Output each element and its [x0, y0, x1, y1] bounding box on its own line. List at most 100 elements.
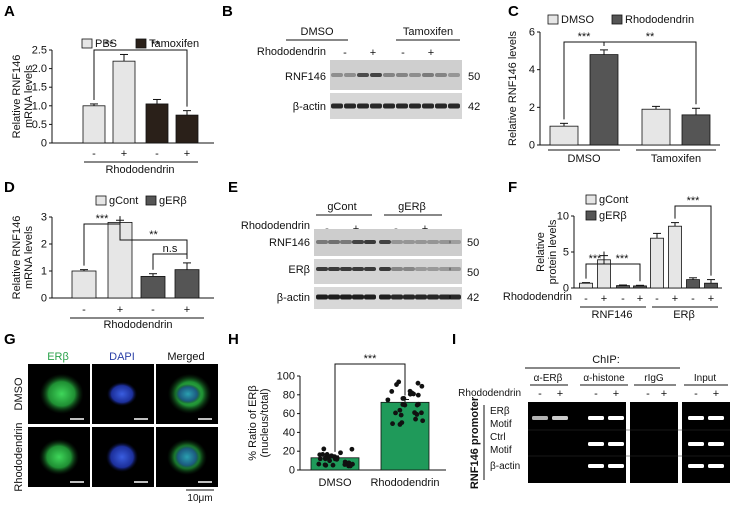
blot-e-band-2-1 — [328, 294, 340, 300]
chart-h-dot-1-7 — [389, 389, 395, 394]
chart-d-legend-label-1: gERβ — [159, 195, 187, 207]
chart-d-bar-3 — [174, 269, 200, 299]
chart-a-ylabel-1: mRNA levels — [23, 65, 35, 128]
chart-h-dot-1-13 — [397, 407, 403, 413]
chart-h-dot-0-12 — [330, 462, 336, 468]
chart-a-sig-label-1: ** — [151, 39, 160, 51]
chart-d-ytick-label-0: 0 — [41, 293, 47, 305]
chart-f-xsign-5: + — [672, 293, 678, 305]
chart-f-group-label-0: RNF146 — [592, 309, 633, 321]
blot-b-kda-actin: 42 — [468, 101, 480, 113]
blot-e-band-1-6 — [391, 267, 403, 271]
chart-f-ytick-label-0: 0 — [563, 283, 569, 295]
blot-e-band-0-5 — [379, 240, 391, 244]
blot-e-band-0-7 — [403, 240, 415, 244]
chart-a-xsign-2: - — [155, 148, 159, 160]
blot-e-band-2-2 — [340, 294, 352, 300]
chart-f-legend-label-1: gERβ — [599, 210, 627, 222]
chart-h-ytick-label-2: 40 — [283, 427, 295, 439]
chip-sign-6: - — [694, 388, 698, 400]
chart-a-legend-label-1: Tamoxifen — [149, 38, 199, 50]
chart-h: 0 20 40 60 80 100 % Ratio of ERβ (nucleus/total… — [247, 353, 446, 489]
blot-b-sign-4: + — [428, 47, 434, 59]
chip-sign-0: - — [538, 388, 542, 400]
chart-h-dot-0-26 — [322, 462, 328, 468]
chart-h-dot-1-16 — [419, 410, 424, 416]
chart-a-bar-0 — [82, 105, 106, 144]
chart-h-dot-1-22 — [413, 416, 418, 422]
chart-a-ytick-label-3: 1.5 — [32, 82, 47, 94]
chart-h-dot-1-23 — [394, 382, 399, 387]
chart-f-xsign-4: - — [655, 293, 659, 305]
condition-label-rhododendrin: Rhododendrin — [13, 422, 25, 491]
blot-e-band-2-4 — [364, 294, 376, 300]
blot-e-band-1-0 — [316, 267, 328, 271]
chart-h-dot-1-14 — [398, 412, 404, 418]
chart-h-dot-1-6 — [393, 410, 398, 416]
chart-d-ytick-label-2: 2 — [41, 239, 47, 251]
chart-h-dot-0-23 — [323, 455, 328, 461]
chart-d-ytick-label-3: 3 — [41, 212, 47, 224]
blot-e-band-1-11 — [449, 267, 461, 271]
chart-d-xgroup-label: Rhododendrin — [103, 319, 172, 331]
nucleus-dmso-merged — [175, 384, 201, 404]
blot-e-band-1-7 — [403, 267, 415, 271]
blot-b-band-1-6 — [409, 103, 421, 109]
chart-d-sig-label-1: ** — [149, 229, 158, 241]
chip-band-0-1 — [552, 416, 568, 420]
blot-e-band-1-5 — [379, 267, 391, 271]
blot-e-band-1-8 — [415, 267, 427, 271]
chart-d-legend-swatch-0 — [95, 195, 107, 206]
chart-h-ytick-label-0: 0 — [289, 465, 295, 477]
chart-c-sig-bracket-1 — [603, 41, 697, 105]
blot-b-band-1-3 — [370, 103, 382, 109]
blot-e-band-2-0 — [316, 294, 328, 300]
blot-b-band-1-9 — [448, 103, 460, 109]
chart-f-ytick-label-2: 10 — [557, 211, 569, 223]
condition-label-dmso: DMSO — [13, 377, 25, 410]
chart-h-sig-bracket-0 — [334, 363, 406, 452]
chip-band-2-0 — [588, 464, 604, 468]
chart-h-dot-1-17 — [397, 422, 403, 427]
chart-h-dot-0-27 — [317, 456, 323, 462]
chart-h-ytick-label-4: 80 — [283, 389, 295, 401]
chart-h-xlabel-0: DMSO — [319, 477, 352, 489]
chip-band-2-2 — [688, 464, 704, 468]
panel-letter-d: D — [4, 179, 15, 196]
chart-f-sig-bracket-1 — [603, 251, 641, 282]
chart-h-dot-1-9 — [419, 383, 425, 389]
chart-a-ylabel-0: Relative RNF146 — [11, 55, 23, 139]
scale-bar-label: 10μm — [187, 493, 212, 504]
panel-letter-c: C — [508, 3, 519, 20]
blot-b-band-1-1 — [344, 103, 356, 109]
blot-e-band-2-6 — [391, 294, 403, 300]
chart-h-dot-0-20 — [327, 458, 333, 464]
chart-h-dot-1-12 — [385, 397, 391, 403]
chip-col-erb: α-ERβ — [534, 373, 563, 384]
chart-c-bar-1 — [589, 54, 619, 146]
chart-c-legend-label-0: DMSO — [561, 14, 594, 26]
chip-row-erb-motif-1: ERβ — [490, 406, 510, 417]
chart-a-xsign-3: + — [184, 148, 190, 160]
blot-b-band-0-2 — [357, 73, 369, 77]
chart-h-xlabel-1: Rhododendrin — [370, 477, 439, 489]
chart-h-dot-1-19 — [420, 418, 426, 424]
chart-d-bar-0 — [71, 270, 97, 299]
chip-row-actin: β-actin — [490, 461, 520, 472]
blot-b-treatment: Rhododendrin — [257, 46, 326, 58]
chart-d-xsign-2: - — [151, 304, 155, 316]
chart-f-xsign-3: + — [637, 293, 643, 305]
blot-b-bands — [331, 73, 460, 109]
blot-b-sign-2: + — [370, 47, 376, 59]
chart-d-ylabel-1: mRNA levels — [23, 226, 35, 289]
chart-h-ylabel-1: (nucleus/total) — [259, 388, 271, 457]
blot-b-band-1-7 — [422, 103, 434, 109]
chart-f-xsign-2: - — [621, 293, 625, 305]
chart-f-xsign-0: - — [584, 293, 588, 305]
chart-a-ytick-label-4: 2.0 — [32, 63, 47, 75]
blot-b-band-0-9 — [448, 73, 460, 77]
panel-letter-e: E — [228, 179, 238, 196]
chart-a-xsign-1: + — [121, 148, 127, 160]
chip-signs: - + - + - + - + — [538, 388, 719, 400]
chart-h-sig-label-0: *** — [364, 353, 378, 365]
